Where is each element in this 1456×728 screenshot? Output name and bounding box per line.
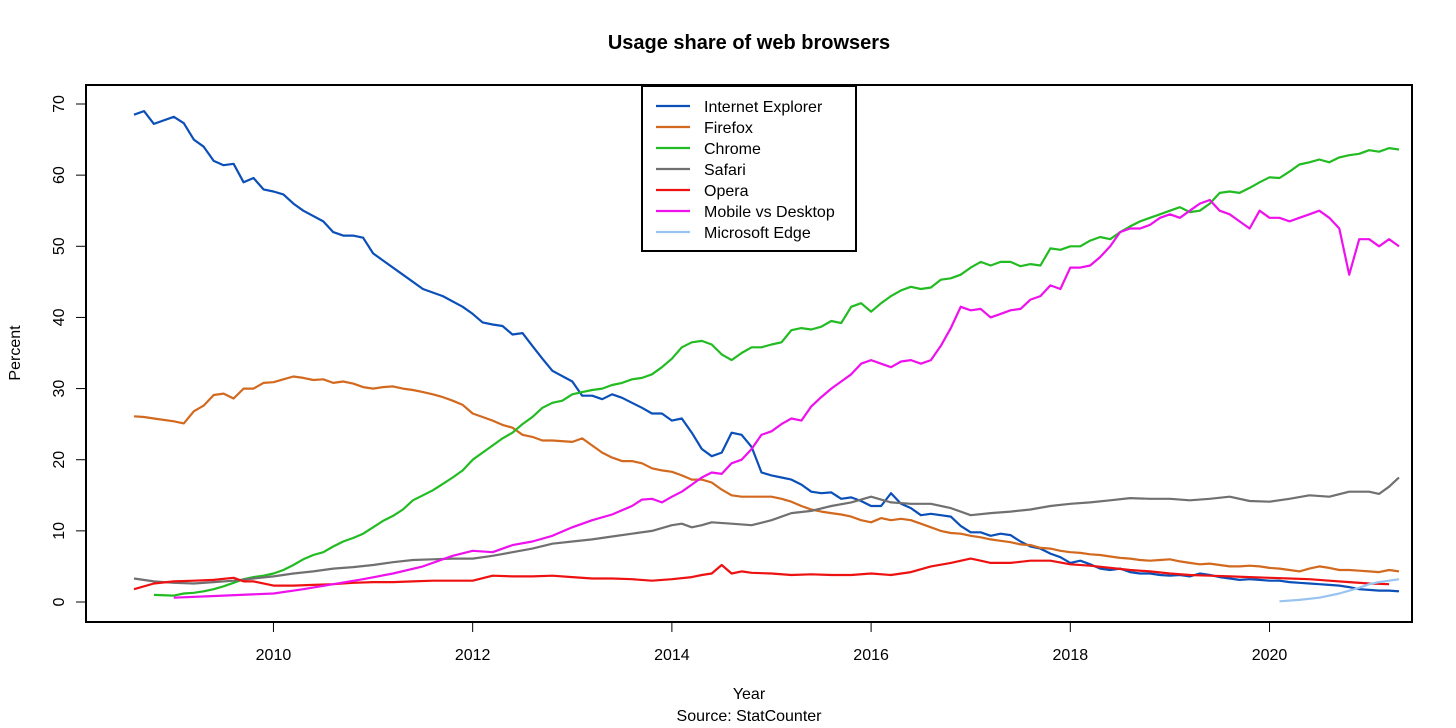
y-axis: 0 10 20 30 40 50 60 70 — [51, 95, 87, 606]
y-tick-label: 70 — [51, 95, 68, 113]
y-axis-label: Percent — [7, 325, 24, 381]
legend-label-chrome: Chrome — [704, 141, 761, 158]
legend-label-microsoft-edge: Microsoft Edge — [704, 225, 811, 242]
x-axis: 2010 2012 2014 2016 2018 2020 — [256, 621, 1288, 664]
legend: Internet Explorer Firefox Chrome Safari Oper… — [641, 85, 857, 252]
series-line-chrome — [153, 147, 1400, 597]
legend-label-safari: Safari — [704, 162, 746, 179]
legend-label-firefox: Firefox — [704, 120, 753, 137]
x-tick-label: 2016 — [853, 647, 889, 664]
series-line-mobile-vs-desktop — [173, 198, 1400, 599]
legend-label-opera: Opera — [704, 183, 749, 200]
chart-title: Usage share of web browsers — [608, 32, 890, 54]
series-lines — [133, 110, 1400, 603]
series-line-safari — [133, 476, 1400, 585]
series-line-microsoft-edge — [1279, 578, 1400, 603]
x-tick-label: 2020 — [1252, 647, 1288, 664]
legend-label-internet-explorer: Internet Explorer — [704, 99, 823, 116]
x-tick-label: 2018 — [1053, 647, 1089, 664]
y-tick-label: 50 — [51, 237, 68, 255]
legend-label-mobile-vs-desktop: Mobile vs Desktop — [704, 204, 835, 221]
y-tick-label: 20 — [51, 451, 68, 469]
series-line-internet-explorer — [133, 110, 1400, 593]
y-tick-label: 10 — [51, 522, 68, 540]
y-tick-label: 60 — [51, 166, 68, 184]
x-axis-source: Source: StatCounter — [677, 708, 823, 725]
x-axis-label: Year — [733, 686, 766, 703]
x-tick-label: 2012 — [455, 647, 491, 664]
y-tick-label: 40 — [51, 308, 68, 326]
series-line-firefox — [133, 375, 1400, 574]
x-tick-label: 2014 — [654, 647, 690, 664]
x-tick-label: 2010 — [256, 647, 292, 664]
y-tick-label: 30 — [51, 380, 68, 398]
y-tick-label: 0 — [51, 597, 68, 606]
